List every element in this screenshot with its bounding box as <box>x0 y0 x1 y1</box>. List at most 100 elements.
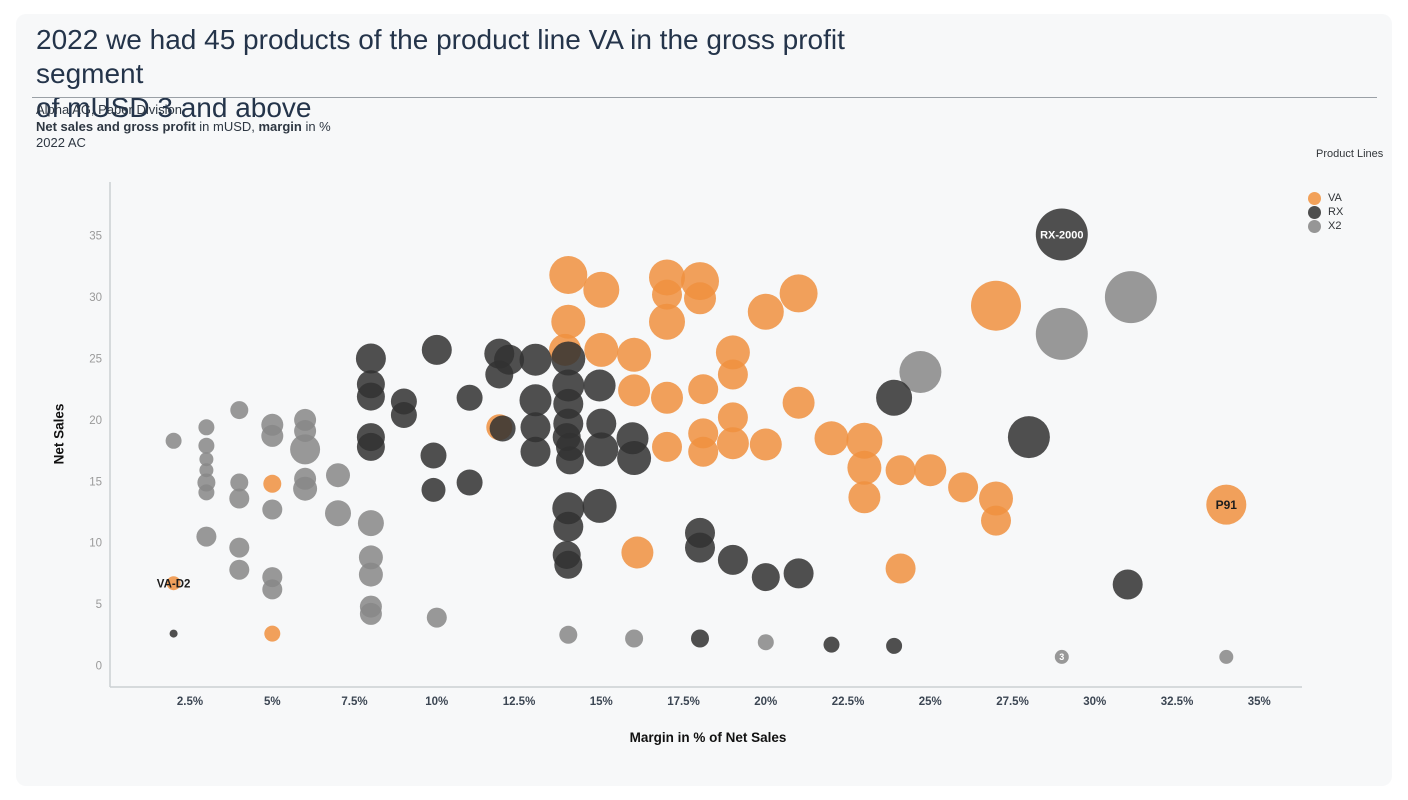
bubble-va[interactable] <box>971 280 1021 331</box>
bubble-va[interactable] <box>652 279 682 310</box>
bubble-va[interactable] <box>549 256 588 294</box>
bubble-rx[interactable] <box>356 382 385 411</box>
bubble-va[interactable] <box>715 335 750 370</box>
bubble-x2[interactable] <box>229 537 250 558</box>
legend-item-va[interactable]: VA <box>1308 191 1392 205</box>
bubble-va[interactable] <box>847 450 882 485</box>
bubble-rx[interactable] <box>356 432 385 461</box>
bubble-rx[interactable] <box>456 469 483 496</box>
bubble-va[interactable] <box>948 472 979 503</box>
bubble-x2[interactable] <box>262 499 283 520</box>
bubble-x2[interactable] <box>229 559 250 580</box>
bubble-rx[interactable] <box>390 402 417 428</box>
bubble-x2[interactable] <box>325 500 351 527</box>
bubble-rx[interactable] <box>685 532 715 563</box>
bubble-x2[interactable] <box>899 351 942 393</box>
bubble-rx[interactable] <box>519 384 552 417</box>
bubble-rx[interactable] <box>586 408 617 439</box>
bubble-x2[interactable] <box>198 419 215 436</box>
bubble-x2[interactable] <box>262 579 283 600</box>
bubble-x2[interactable] <box>198 484 215 501</box>
legend-item-rx[interactable]: RX <box>1308 205 1392 219</box>
bubble-x2[interactable] <box>198 437 215 454</box>
bubble-x2[interactable] <box>196 526 217 547</box>
bubble-x2[interactable] <box>1035 307 1088 360</box>
bubble-x2[interactable] <box>1219 649 1234 664</box>
bubble-rx[interactable] <box>1035 208 1088 261</box>
bubble-x2[interactable] <box>293 476 318 501</box>
bubble-rx[interactable] <box>582 488 617 523</box>
bubble-x2[interactable] <box>757 634 774 651</box>
bubble-va[interactable] <box>584 332 619 367</box>
bubble-rx[interactable] <box>421 477 446 502</box>
bubble-x2[interactable] <box>199 463 214 478</box>
bubble-x2[interactable] <box>426 607 447 628</box>
bubble-rx[interactable] <box>420 442 447 469</box>
bubble-rx[interactable] <box>1112 569 1143 600</box>
bubble-va[interactable] <box>621 536 654 569</box>
bubble-x2[interactable] <box>1054 649 1069 664</box>
bubble-rx[interactable] <box>584 432 619 467</box>
bubble-x2[interactable] <box>625 629 644 648</box>
bubble-rx[interactable] <box>489 415 516 442</box>
bubble-x2[interactable] <box>358 545 383 570</box>
bubble-x2[interactable] <box>230 473 249 492</box>
bubble-va[interactable] <box>846 422 883 459</box>
bubble-rx[interactable] <box>421 334 452 365</box>
bubble-va[interactable] <box>688 374 719 405</box>
bubble-rx[interactable] <box>456 384 483 411</box>
bubble-va[interactable] <box>717 402 748 433</box>
bubble-va[interactable] <box>717 359 748 390</box>
bubble-va[interactable] <box>814 421 849 456</box>
bubble-va[interactable] <box>649 303 685 340</box>
bubble-va[interactable] <box>551 304 586 339</box>
bubble-x2[interactable] <box>229 488 250 509</box>
bubble-rx[interactable] <box>783 558 814 589</box>
bubble-va[interactable] <box>981 505 1011 536</box>
bubble-rx[interactable] <box>556 446 584 475</box>
bubble-rx[interactable] <box>1007 416 1050 459</box>
bubble-va[interactable] <box>779 274 818 313</box>
bubble-plot[interactable]: 0 5 10 15 20 25 30 35 2.5% 5% 7.5% 10% 12.5% 15% 17.5%… <box>16 14 1392 786</box>
bubble-va[interactable] <box>688 436 719 467</box>
bubble-rx[interactable] <box>617 441 652 475</box>
bubble-x2[interactable] <box>358 562 383 587</box>
legend-item-x2[interactable]: X2 <box>1308 219 1392 233</box>
bubble-va[interactable] <box>914 454 947 487</box>
bubble-rx[interactable] <box>583 369 616 402</box>
bubble-x2[interactable] <box>165 432 182 449</box>
bubble-rx[interactable] <box>554 550 583 579</box>
bubble-x2[interactable] <box>326 463 350 488</box>
bubble-rx[interactable] <box>751 563 780 592</box>
bubble-va[interactable] <box>684 282 716 315</box>
bubble-va[interactable] <box>166 576 181 591</box>
bubble-rx[interactable] <box>169 629 178 638</box>
bubble-va[interactable] <box>848 481 881 514</box>
bubble-x2[interactable] <box>290 434 321 465</box>
bubble-rx[interactable] <box>823 636 840 653</box>
bubble-rx[interactable] <box>520 412 551 443</box>
bubble-rx[interactable] <box>876 379 913 416</box>
bubble-rx[interactable] <box>551 341 586 376</box>
bubble-x2[interactable] <box>199 452 214 467</box>
bubble-va[interactable] <box>617 337 652 372</box>
bubble-rx[interactable] <box>886 637 903 654</box>
bubble-va[interactable] <box>749 428 782 461</box>
bubble-va[interactable] <box>716 427 749 460</box>
bubble-rx[interactable] <box>485 360 514 389</box>
bubble-rx[interactable] <box>519 343 552 376</box>
bubble-x2[interactable] <box>261 424 284 447</box>
bubble-x2[interactable] <box>559 625 578 644</box>
bubble-va[interactable] <box>652 431 682 462</box>
bubble-va[interactable] <box>263 474 282 493</box>
bubble-x2[interactable] <box>359 602 382 625</box>
bubble-rx[interactable] <box>691 629 709 648</box>
bubble-va[interactable] <box>782 386 815 419</box>
bubble-rx[interactable] <box>355 343 386 374</box>
bubble-va[interactable] <box>651 381 683 414</box>
bubble-va[interactable] <box>885 455 916 486</box>
bubble-x2[interactable] <box>357 510 384 537</box>
bubble-x2[interactable] <box>230 401 249 420</box>
bubble-va[interactable] <box>885 553 916 584</box>
bubble-va[interactable] <box>618 374 651 407</box>
